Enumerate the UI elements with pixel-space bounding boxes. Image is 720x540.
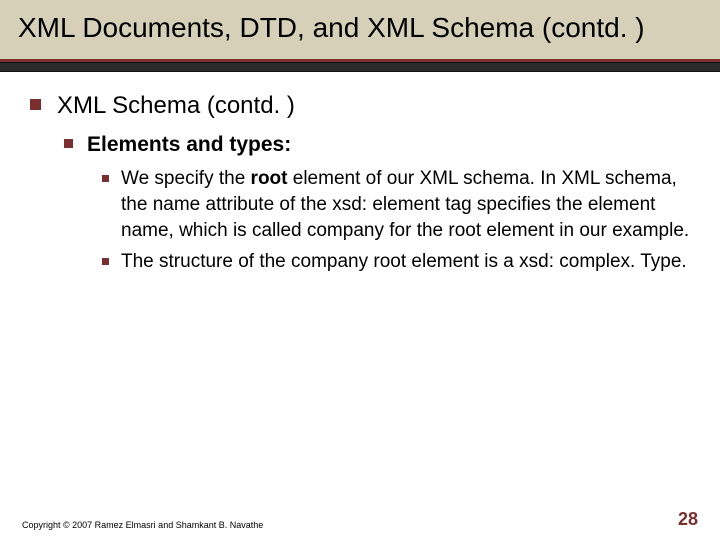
level2-text: Elements and types: xyxy=(87,131,291,158)
bullet-level3: We specify the root element of our XML s… xyxy=(102,166,690,243)
slide-title: XML Documents, DTD, and XML Schema (cont… xyxy=(18,10,702,45)
divider-dark xyxy=(0,62,720,72)
level3-text-0: We specify the root element of our XML s… xyxy=(121,166,690,243)
bullet-level1: XML Schema (contd. ) xyxy=(30,90,690,121)
level2-bold: Elements and types: xyxy=(87,133,291,156)
level3-text-1: The structure of the company root elemen… xyxy=(121,249,687,275)
bullet-level3: The structure of the company root elemen… xyxy=(102,249,690,275)
copyright-text: Copyright © 2007 Ramez Elmasri and Shamk… xyxy=(22,520,263,530)
content-area: XML Schema (contd. ) Elements and types:… xyxy=(0,72,720,275)
title-band: XML Documents, DTD, and XML Schema (cont… xyxy=(0,0,720,59)
square-bullet-icon xyxy=(64,139,73,148)
l3-0-before: We specify the xyxy=(121,168,251,189)
footer: Copyright © 2007 Ramez Elmasri and Shamk… xyxy=(0,509,720,530)
square-bullet-icon xyxy=(102,258,109,265)
square-bullet-icon xyxy=(30,99,41,110)
square-bullet-icon xyxy=(102,175,109,182)
bullet-level2: Elements and types: xyxy=(64,131,690,158)
l3-1-before: The structure of the company root elemen… xyxy=(121,251,687,272)
l3-0-bold: root xyxy=(251,168,288,189)
page-number: 28 xyxy=(678,509,698,530)
level1-text: XML Schema (contd. ) xyxy=(57,90,295,121)
